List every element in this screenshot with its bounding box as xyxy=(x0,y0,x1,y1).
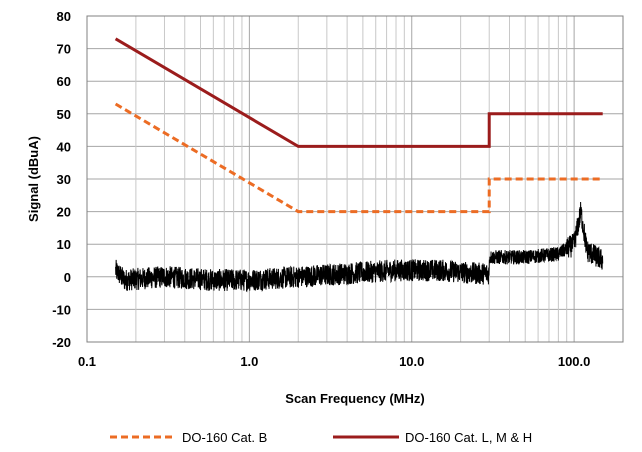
x-axis-title: Scan Frequency (MHz) xyxy=(285,391,424,406)
y-tick-label-3: 10 xyxy=(57,237,71,252)
y-tick-label-0: -20 xyxy=(52,335,71,350)
y-tick-label-7: 50 xyxy=(57,107,71,122)
legend-label-cat-lmh: DO-160 Cat. L, M & H xyxy=(405,430,532,445)
x-tick-label-1: 1.0 xyxy=(240,354,258,369)
series-do160-cat-lmh xyxy=(114,37,603,148)
y-tick-label-4: 20 xyxy=(57,205,71,220)
series-measured-signal xyxy=(115,201,604,293)
y-tick-label-10: 80 xyxy=(57,9,71,24)
y-tick-label-5: 30 xyxy=(57,172,71,187)
y-axis-title: Signal (dBuA) xyxy=(26,136,41,222)
y-tick-label-1: -10 xyxy=(52,302,71,317)
legend-label-cat-b: DO-160 Cat. B xyxy=(182,430,267,445)
x-tick-label-3: 100.0 xyxy=(558,354,591,369)
y-tick-label-8: 60 xyxy=(57,74,71,89)
series-do160-cat-b xyxy=(114,102,603,214)
y-tick-label-9: 70 xyxy=(57,42,71,57)
plot-area-border xyxy=(86,15,624,343)
tick-labels: -20 -10 0 10 20 30 40 50 60 70 80 0.1 1.0 10.0 100.0 xyxy=(52,9,590,369)
x-tick-label-2: 10.0 xyxy=(399,354,424,369)
series-layer xyxy=(114,37,604,293)
legend: DO-160 Cat. B DO-160 Cat. L, M & H xyxy=(110,430,532,445)
x-tick-label-0: 0.1 xyxy=(78,354,96,369)
y-tick-label-2: 0 xyxy=(64,270,71,285)
y-tick-label-6: 40 xyxy=(57,139,71,154)
